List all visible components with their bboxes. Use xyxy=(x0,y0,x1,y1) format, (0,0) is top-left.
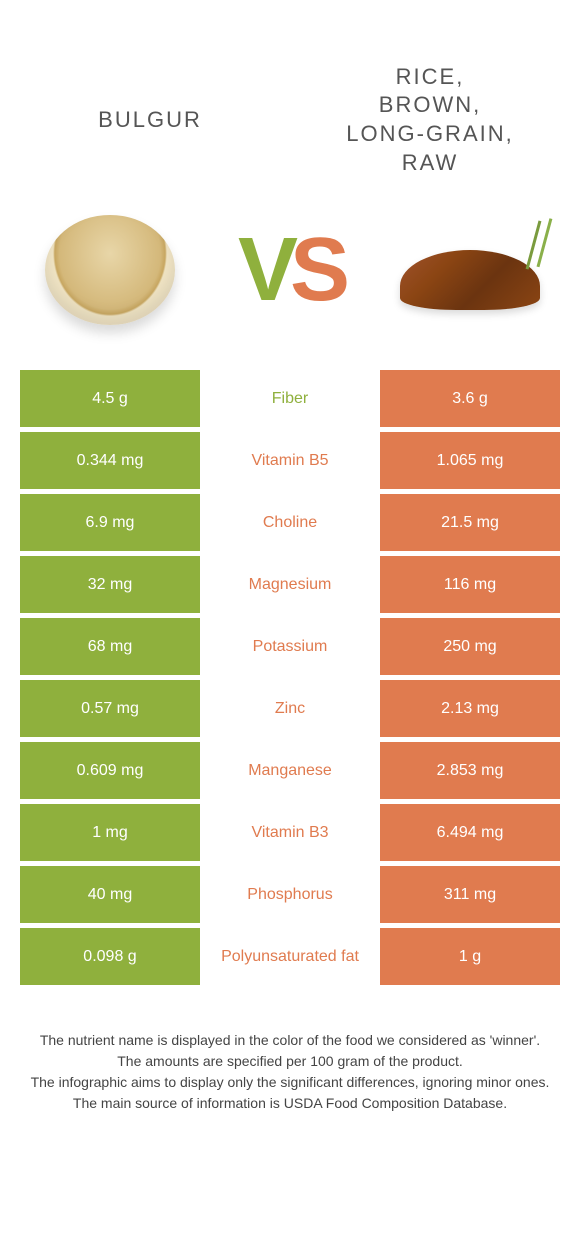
footer-line-4: The main source of information is USDA F… xyxy=(30,1093,550,1114)
value-left: 6.9 mg xyxy=(20,494,200,551)
table-row: 0.57 mgZinc2.13 mg xyxy=(20,680,560,737)
rice-pile-icon xyxy=(390,230,550,310)
bulgur-bowl-icon xyxy=(45,215,175,325)
food-right-image xyxy=(390,200,550,340)
table-row: 0.609 mgManganese2.853 mg xyxy=(20,742,560,799)
nutrient-label: Phosphorus xyxy=(200,866,380,923)
nutrient-label: Manganese xyxy=(200,742,380,799)
table-row: 6.9 mgCholine21.5 mg xyxy=(20,494,560,551)
table-row: 0.344 mgVitamin B51.065 mg xyxy=(20,432,560,489)
value-right: 3.6 g xyxy=(380,370,560,427)
table-row: 68 mgPotassium250 mg xyxy=(20,618,560,675)
food-left-title: BULGUR xyxy=(40,106,260,135)
value-right: 2.13 mg xyxy=(380,680,560,737)
value-right: 1 g xyxy=(380,928,560,985)
table-row: 32 mgMagnesium116 mg xyxy=(20,556,560,613)
vs-s: S xyxy=(290,220,342,320)
nutrient-label: Fiber xyxy=(200,370,380,427)
footer-notes: The nutrient name is displayed in the co… xyxy=(0,990,580,1114)
value-left: 0.609 mg xyxy=(20,742,200,799)
table-row: 4.5 gFiber3.6 g xyxy=(20,370,560,427)
food-right-title: RICE, BROWN, LONG-GRAIN, RAW xyxy=(320,63,540,177)
value-left: 1 mg xyxy=(20,804,200,861)
value-right: 21.5 mg xyxy=(380,494,560,551)
nutrient-label: Choline xyxy=(200,494,380,551)
nutrient-label: Polyunsaturated fat xyxy=(200,928,380,985)
value-right: 311 mg xyxy=(380,866,560,923)
value-left: 4.5 g xyxy=(20,370,200,427)
table-row: 1 mgVitamin B36.494 mg xyxy=(20,804,560,861)
value-left: 32 mg xyxy=(20,556,200,613)
value-left: 0.344 mg xyxy=(20,432,200,489)
value-right: 250 mg xyxy=(380,618,560,675)
vs-v: V xyxy=(238,220,290,320)
value-right: 116 mg xyxy=(380,556,560,613)
nutrient-table: 4.5 gFiber3.6 g0.344 mgVitamin B51.065 m… xyxy=(0,370,580,985)
vs-label: VS xyxy=(238,225,342,315)
footer-line-2: The amounts are specified per 100 gram o… xyxy=(30,1051,550,1072)
footer-line-3: The infographic aims to display only the… xyxy=(30,1072,550,1093)
nutrient-label: Magnesium xyxy=(200,556,380,613)
nutrient-label: Vitamin B3 xyxy=(200,804,380,861)
value-right: 1.065 mg xyxy=(380,432,560,489)
value-left: 0.57 mg xyxy=(20,680,200,737)
food-left-image xyxy=(30,200,190,340)
value-right: 6.494 mg xyxy=(380,804,560,861)
value-left: 68 mg xyxy=(20,618,200,675)
value-left: 0.098 g xyxy=(20,928,200,985)
nutrient-label: Vitamin B5 xyxy=(200,432,380,489)
nutrient-label: Zinc xyxy=(200,680,380,737)
value-left: 40 mg xyxy=(20,866,200,923)
header: BULGUR RICE, BROWN, LONG-GRAIN, RAW xyxy=(0,0,580,200)
value-right: 2.853 mg xyxy=(380,742,560,799)
table-row: 0.098 gPolyunsaturated fat1 g xyxy=(20,928,560,985)
footer-line-1: The nutrient name is displayed in the co… xyxy=(30,1030,550,1051)
table-row: 40 mgPhosphorus311 mg xyxy=(20,866,560,923)
vs-row: VS xyxy=(0,200,580,370)
nutrient-label: Potassium xyxy=(200,618,380,675)
